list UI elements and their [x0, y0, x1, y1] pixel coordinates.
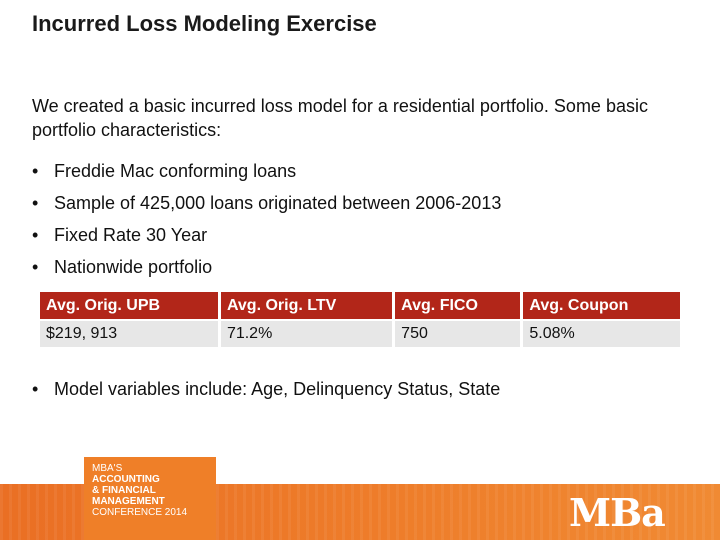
bullet-icon: •	[32, 257, 39, 277]
column-header: Avg. Coupon	[523, 292, 680, 319]
conference-badge	[84, 457, 216, 540]
table-cell: 71.2%	[220, 321, 393, 347]
conference-line: MANAGEMENT	[92, 496, 165, 507]
bullet-icon: •	[32, 161, 39, 181]
conference-line: CONFERENCE 2014	[92, 507, 188, 518]
column-header: Avg. Orig. LTV	[220, 292, 393, 319]
conference-line: & FINANCIAL	[92, 485, 156, 496]
conference-line: MBA's	[92, 463, 123, 474]
list-item-text: Freddie Mac conforming loans	[54, 161, 297, 181]
list-item-text: Nationwide portfolio	[54, 257, 213, 277]
list-item-text: Sample of 425,000 loans originated betwe…	[54, 193, 502, 213]
table-cell: 5.08%	[523, 321, 680, 347]
model-variables-list: • Model variables include: Age, Delinquen…	[32, 377, 500, 401]
list-item-text: Fixed Rate 30 Year	[54, 225, 208, 245]
characteristics-list: • Freddie Mac conforming loans • Sample of…	[32, 159, 501, 287]
list-item: • Fixed Rate 30 Year	[32, 223, 501, 255]
portfolio-stats-table: Avg. Orig. UPB Avg. Orig. LTV Avg. FICO …	[37, 290, 683, 349]
list-item: • Freddie Mac conforming loans	[32, 159, 501, 191]
mba-logo-text: MBa	[569, 490, 665, 535]
bullet-icon: •	[32, 225, 39, 245]
column-header: Avg. Orig. UPB	[40, 292, 218, 319]
table-header-row: Avg. Orig. UPB Avg. Orig. LTV Avg. FICO …	[40, 292, 680, 319]
table-cell: 750	[395, 321, 521, 347]
table-row: $219, 913 71.2% 750 5.08%	[40, 321, 680, 347]
list-item: • Model variables include: Age, Delinquen…	[32, 377, 500, 401]
slide-title: Incurred Loss Modeling Exercise	[32, 11, 377, 36]
list-item: • Sample of 425,000 loans originated betw…	[32, 191, 501, 223]
table-cell: $219, 913	[40, 321, 218, 347]
mba-logo: MBa	[569, 490, 666, 535]
intro-paragraph: We created a basic incurred loss model f…	[32, 96, 648, 140]
conference-badge-text: MBA's ACCOUNTING & FINANCIAL MANAGEMENT …	[92, 463, 212, 518]
bullet-icon: •	[32, 193, 39, 213]
conference-line: ACCOUNTING	[92, 474, 160, 485]
list-item: • Nationwide portfolio	[32, 255, 501, 287]
column-header: Avg. FICO	[395, 292, 521, 319]
bullet-icon: •	[32, 379, 39, 399]
list-item-text: Model variables include: Age, Delinquenc…	[54, 379, 501, 399]
